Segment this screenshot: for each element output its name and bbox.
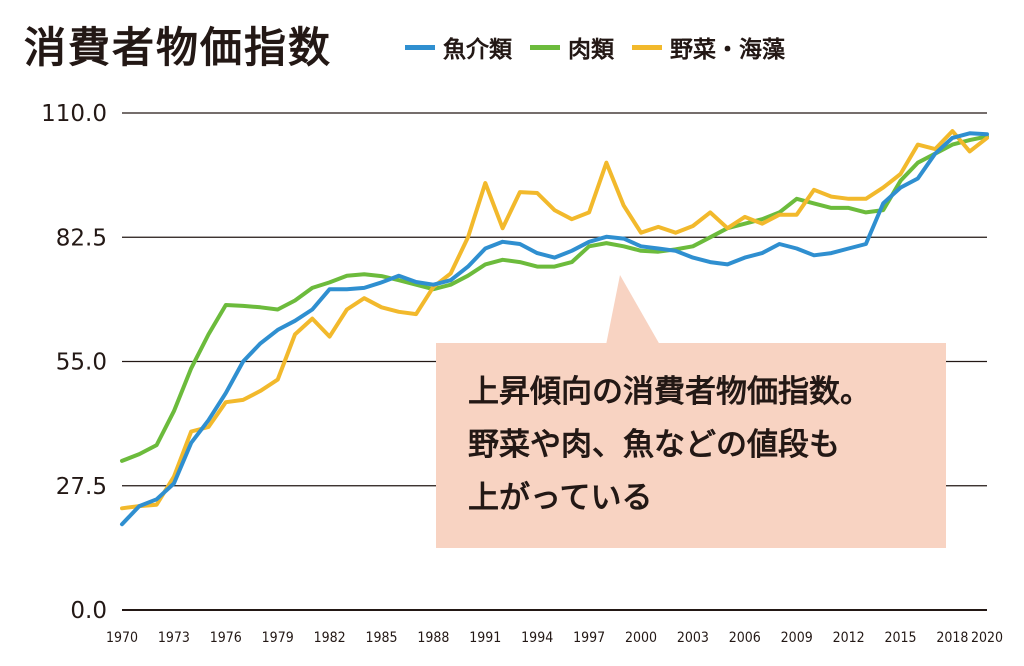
y-tick-label: 110.0 [41,101,107,127]
series-line-meat [120,134,989,463]
callout-line-3: 上がっている [468,480,653,516]
chart-series [120,129,989,527]
legend-label-fish: 魚介類 [443,37,512,63]
y-axis-ticks: 0.0 27.5 55.0 82.5 110.0 [41,101,107,624]
x-tick-label: 2018 [936,630,968,646]
x-tick-label: 2015 [884,630,916,646]
callout-pointer [606,275,660,345]
legend-label-meat: 肉類 [568,37,614,63]
legend-item-vegetables: 野菜・海藻 [632,30,785,64]
legend-item-fish: 魚介類 [405,30,512,64]
y-tick-label: 0.0 [70,598,107,624]
legend-label-vegetables: 野菜・海藻 [670,37,785,63]
y-tick-label: 55.0 [56,350,107,376]
page-title: 消費者物価指数 [24,23,333,72]
legend-swatch-meat [530,44,560,50]
x-tick-label: 2006 [729,630,761,646]
x-tick-label: 1991 [469,630,501,646]
x-tick-label: 1997 [573,630,605,646]
x-tick-label: 2000 [625,630,657,646]
x-tick-label: 1985 [365,630,397,646]
chart-legend: 魚介類 肉類 野菜・海藻 [405,30,785,64]
y-tick-label: 82.5 [56,225,107,251]
callout-box [436,343,946,548]
series-line-fish [120,131,989,527]
x-tick-label: 1979 [262,630,294,646]
x-tick-label: 2009 [781,630,813,646]
x-axis-ticks: 1970 1973 1976 1979 1982 1985 1988 1991 1994 1997… [106,630,1003,646]
x-tick-label: 1970 [106,630,138,646]
callout-line-2: 野菜や肉、魚などの値段も [468,427,840,463]
x-tick-label: 1982 [314,630,346,646]
x-tick-label: 2012 [833,630,865,646]
legend-item-meat: 肉類 [530,30,614,64]
callout-line-1: 上昇傾向の消費者物価指数。 [468,374,871,410]
x-tick-label: 1973 [158,630,190,646]
x-tick-label: 2003 [677,630,709,646]
x-tick-label: 1988 [417,630,449,646]
y-tick-label: 27.5 [56,474,107,500]
series-line-vegetables [120,129,989,511]
legend-swatch-fish [405,44,435,50]
x-tick-label: 1976 [210,630,242,646]
callout-text: 上昇傾向の消費者物価指数。 野菜や肉、魚などの値段も 上がっている [468,366,871,525]
legend-swatch-vegetables [632,44,662,50]
x-tick-label: 1994 [521,630,553,646]
x-tick-label: 2020 [971,630,1003,646]
